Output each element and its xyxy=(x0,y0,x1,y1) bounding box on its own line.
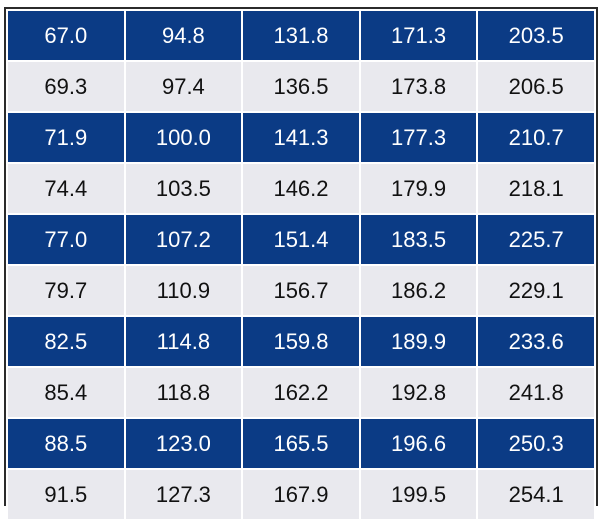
table-cell: 199.5 xyxy=(358,468,479,521)
table-cell: 114.8 xyxy=(123,315,244,368)
table-cell: 69.3 xyxy=(6,60,126,113)
table-body: 67.0 94.8 131.8 171.3 203.5 69.3 97.4 136.5 173.… xyxy=(6,9,596,521)
table-cell: 186.2 xyxy=(358,264,479,317)
table-cell: 74.4 xyxy=(6,162,126,215)
table-cell: 118.8 xyxy=(123,366,244,419)
table-cell: 136.5 xyxy=(241,60,361,113)
table-cell: 110.9 xyxy=(123,264,244,317)
table-cell: 97.4 xyxy=(123,60,244,113)
table-cell: 183.5 xyxy=(358,213,479,266)
table-row: 79.7 110.9 156.7 186.2 229.1 xyxy=(6,264,596,317)
table-cell: 67.0 xyxy=(6,9,126,62)
table-frame: 67.0 94.8 131.8 171.3 203.5 69.3 97.4 136.5 173.… xyxy=(4,7,598,521)
table-cell: 254.1 xyxy=(476,468,596,521)
table-cell: 167.9 xyxy=(241,468,361,521)
table-cell: 210.7 xyxy=(476,111,596,164)
table-cell: 173.8 xyxy=(358,60,479,113)
table-cell: 233.6 xyxy=(476,315,596,368)
table-cell: 85.4 xyxy=(6,366,126,419)
table-row: 74.4 103.5 146.2 179.9 218.1 xyxy=(6,162,596,215)
table-cell: 229.1 xyxy=(476,264,596,317)
table-cell: 171.3 xyxy=(358,9,479,62)
data-table: 67.0 94.8 131.8 171.3 203.5 69.3 97.4 136.5 173.… xyxy=(6,9,596,521)
table-cell: 103.5 xyxy=(123,162,244,215)
table-row: 77.0 107.2 151.4 183.5 225.7 xyxy=(6,213,596,266)
table-cell: 77.0 xyxy=(6,213,126,266)
table-cell: 127.3 xyxy=(123,468,244,521)
table-cell: 151.4 xyxy=(241,213,361,266)
table-cell: 218.1 xyxy=(476,162,596,215)
table-cell: 131.8 xyxy=(241,9,361,62)
table-row: 69.3 97.4 136.5 173.8 206.5 xyxy=(6,60,596,113)
table-cell: 156.7 xyxy=(241,264,361,317)
table-row: 85.4 118.8 162.2 192.8 241.8 xyxy=(6,366,596,419)
table-cell: 179.9 xyxy=(358,162,479,215)
table-cell: 146.2 xyxy=(241,162,361,215)
table-cell: 165.5 xyxy=(241,417,361,470)
table-cell: 91.5 xyxy=(6,468,126,521)
table-cell: 189.9 xyxy=(358,315,479,368)
table-row: 88.5 123.0 165.5 196.6 250.3 xyxy=(6,417,596,470)
table-cell: 123.0 xyxy=(123,417,244,470)
table-cell: 71.9 xyxy=(6,111,126,164)
table-cell: 177.3 xyxy=(358,111,479,164)
table-cell: 250.3 xyxy=(476,417,596,470)
table-cell: 241.8 xyxy=(476,366,596,419)
table-cell: 192.8 xyxy=(358,366,479,419)
table-cell: 79.7 xyxy=(6,264,126,317)
table-cell: 94.8 xyxy=(123,9,244,62)
table-row: 91.5 127.3 167.9 199.5 254.1 xyxy=(6,468,596,521)
table-row: 71.9 100.0 141.3 177.3 210.7 xyxy=(6,111,596,164)
table-cell: 203.5 xyxy=(476,9,596,62)
table-cell: 141.3 xyxy=(241,111,361,164)
table-cell: 206.5 xyxy=(476,60,596,113)
table-cell: 82.5 xyxy=(6,315,126,368)
table-cell: 107.2 xyxy=(123,213,244,266)
table-cell: 159.8 xyxy=(241,315,361,368)
table-cell: 162.2 xyxy=(241,366,361,419)
table-row: 67.0 94.8 131.8 171.3 203.5 xyxy=(6,9,596,62)
table-cell: 100.0 xyxy=(123,111,244,164)
table-cell: 196.6 xyxy=(358,417,479,470)
table-cell: 88.5 xyxy=(6,417,126,470)
table-cell: 225.7 xyxy=(476,213,596,266)
table-row: 82.5 114.8 159.8 189.9 233.6 xyxy=(6,315,596,368)
